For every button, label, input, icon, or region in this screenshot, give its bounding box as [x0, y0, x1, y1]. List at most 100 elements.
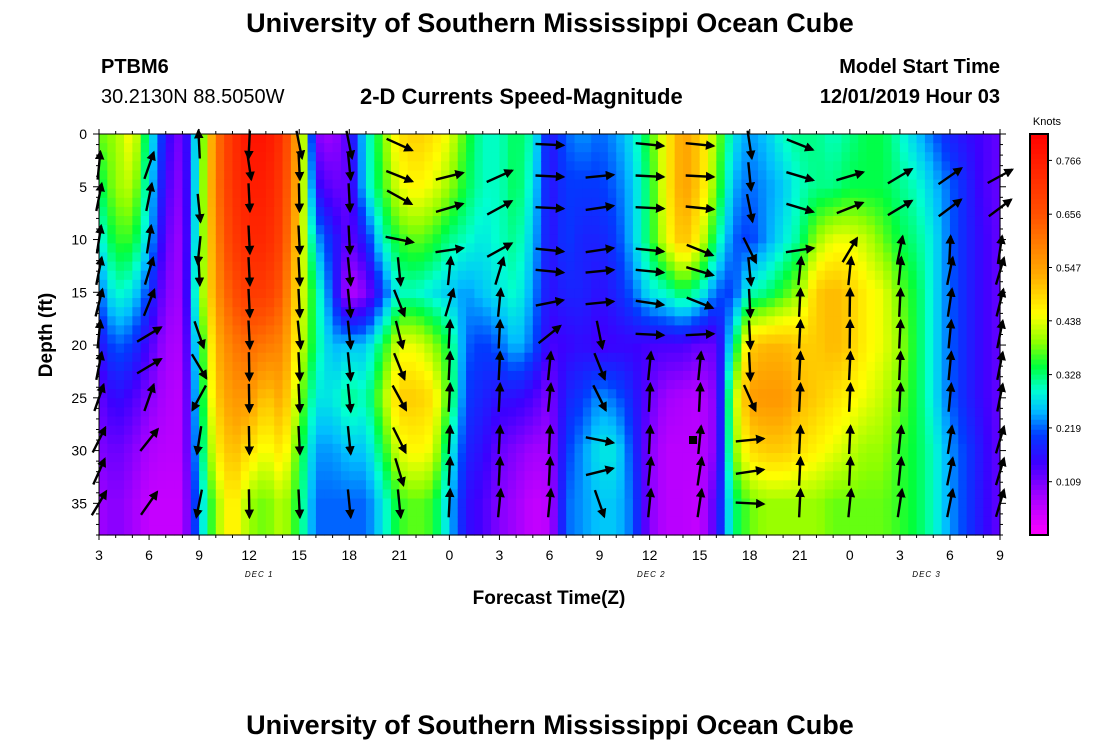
- field-cell: [499, 252, 509, 263]
- field-cell: [224, 188, 234, 199]
- field-cell: [708, 416, 717, 427]
- field-cell: [824, 179, 834, 190]
- field-cell: [416, 225, 425, 235]
- field-cell: [899, 298, 909, 308]
- field-cell: [649, 361, 659, 372]
- field-cell: [474, 325, 484, 336]
- field-cell: [299, 216, 309, 226]
- field-cell: [107, 197, 117, 208]
- field-cell: [432, 380, 442, 390]
- field-cell: [541, 370, 551, 381]
- field-cell: [808, 471, 818, 481]
- field-cell: [991, 398, 1001, 409]
- field-cell: [441, 170, 450, 181]
- field-cell: [149, 252, 158, 263]
- field-cell: [332, 307, 342, 317]
- field-cell: [774, 462, 784, 472]
- field-cell: [424, 197, 434, 208]
- field-cell: [783, 179, 793, 190]
- field-cell: [149, 197, 158, 208]
- field-cell: [307, 334, 317, 345]
- field-cell: [799, 197, 809, 208]
- field-cell: [991, 334, 1001, 345]
- field-cell: [249, 197, 259, 208]
- field-cell: [866, 507, 876, 518]
- field-cell: [607, 161, 617, 172]
- field-cell: [758, 161, 767, 172]
- field-cell: [591, 325, 601, 336]
- field-cell: [582, 307, 592, 317]
- field-cell: [374, 498, 384, 509]
- field-cell: [908, 243, 918, 254]
- field-cell: [474, 261, 484, 272]
- field-cell: [557, 516, 567, 527]
- field-cell: [691, 525, 701, 536]
- field-cell: [324, 134, 334, 144]
- field-cell: [574, 361, 584, 372]
- field-cell: [891, 525, 901, 536]
- field-cell: [641, 507, 651, 518]
- field-cell: [933, 489, 943, 500]
- field-cell: [791, 407, 801, 418]
- field-cell: [157, 334, 167, 345]
- field-cell: [257, 416, 267, 427]
- field-cell: [115, 225, 125, 235]
- field-cell: [991, 516, 1001, 527]
- field-cell: [716, 188, 726, 199]
- field-cell: [332, 298, 342, 308]
- field-cell: [624, 370, 634, 381]
- field-cell: [315, 525, 325, 536]
- field-cell: [866, 370, 876, 381]
- field-cell: [833, 252, 843, 263]
- field-cell: [407, 152, 417, 162]
- field-cell: [682, 507, 692, 518]
- field-cell: [708, 225, 717, 235]
- field-cell: [641, 352, 651, 363]
- field-cell: [382, 252, 392, 263]
- field-cell: [140, 480, 150, 491]
- field-cell: [749, 361, 759, 372]
- field-cell: [883, 361, 893, 372]
- field-cell: [215, 498, 225, 509]
- field-cell: [591, 179, 601, 190]
- field-cell: [315, 434, 325, 445]
- field-cell: [599, 325, 609, 336]
- field-cell: [107, 325, 117, 336]
- field-cell: [749, 525, 759, 536]
- field-cell: [816, 270, 826, 281]
- field-cell: [524, 380, 534, 390]
- field-cell: [249, 261, 259, 272]
- field-cell: [249, 143, 259, 153]
- field-cell: [240, 288, 250, 299]
- field-cell: [891, 179, 901, 190]
- current-vector: [535, 171, 566, 182]
- field-cell: [908, 480, 918, 491]
- field-cell: [933, 452, 943, 463]
- field-cell: [332, 288, 342, 299]
- field-cell: [908, 188, 918, 199]
- field-cell: [324, 298, 334, 308]
- field-cell: [657, 480, 667, 491]
- field-cell: [466, 252, 476, 263]
- field-cell: [265, 507, 275, 518]
- current-vector: [486, 169, 514, 184]
- field-cell: [632, 161, 642, 172]
- field-cell: [983, 525, 993, 536]
- field-cell: [758, 234, 767, 244]
- field-cell: [866, 161, 876, 172]
- field-cell: [124, 197, 133, 208]
- field-cell: [874, 143, 884, 153]
- field-cell: [324, 252, 334, 263]
- current-vector: [685, 140, 716, 150]
- field-cell: [532, 380, 542, 390]
- field-cell: [249, 134, 259, 144]
- field-cell: [424, 179, 434, 190]
- field-cell: [290, 343, 300, 354]
- field-cell: [541, 252, 551, 263]
- field-cell: [766, 197, 776, 208]
- field-cell: [666, 416, 676, 427]
- field-cell: [107, 480, 117, 491]
- field-cell: [482, 380, 492, 390]
- field-cell: [416, 234, 425, 244]
- field-cell: [282, 361, 292, 372]
